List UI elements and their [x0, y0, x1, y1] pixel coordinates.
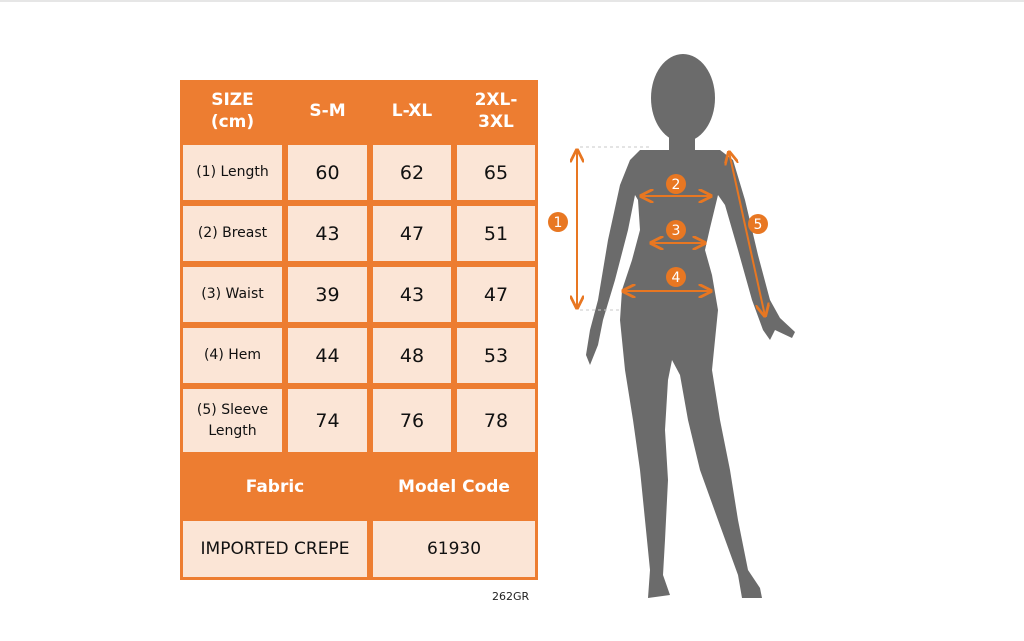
marker-badge — [666, 220, 686, 240]
marker-badge — [548, 212, 568, 232]
marker-badge — [666, 267, 686, 287]
table-cell: Fabric — [180, 455, 370, 518]
table-cell: 39 — [288, 267, 367, 322]
table-cell: 61930 — [373, 521, 535, 577]
cell-text: 78 — [483, 409, 509, 432]
cell-text: 60 — [315, 161, 340, 184]
table-cell: 65 — [457, 145, 535, 200]
table-cell: 44 — [288, 328, 367, 383]
cell-text: (3) Waist — [201, 286, 264, 302]
marker-label: 3 — [672, 223, 681, 239]
cell-text: IMPORTED CREPE — [200, 539, 350, 559]
cell-text: (4) Hem — [203, 347, 262, 363]
cell-text: 39 — [315, 283, 340, 306]
cell-text: 43 — [399, 283, 425, 306]
top-border — [0, 0, 1024, 2]
table-cell: 47 — [373, 206, 451, 261]
marker-badge — [748, 214, 768, 234]
marker-label: 2 — [672, 177, 681, 193]
table-cell: 78 — [457, 389, 535, 452]
table-cell: (5) Sleeve Length — [183, 389, 282, 452]
table-cell: 48 — [373, 328, 451, 383]
table-cell: 60 — [288, 145, 367, 200]
table-cell: (2) Breast — [183, 206, 282, 261]
cell-text: 65 — [483, 161, 509, 184]
table-cell: L-XL — [372, 80, 452, 142]
table-cell: 51 — [457, 206, 535, 261]
guide-lines — [580, 146, 652, 311]
table-cell: 76 — [373, 389, 451, 452]
table-cell: IMPORTED CREPE — [183, 521, 367, 577]
cell-text: (1) Length — [196, 164, 269, 180]
table-cell: 47 — [457, 267, 535, 322]
size-table: SIZE (cm) S-M L-XL 2XL-3XL (1) Length 60 62 65 (… — [180, 80, 538, 580]
cell-text: 76 — [399, 409, 425, 432]
cell-text: 44 — [315, 344, 340, 367]
cell-text: 53 — [483, 344, 509, 367]
table-cell: (4) Hem — [183, 328, 282, 383]
table-cell: S-M — [287, 80, 368, 142]
cell-text: 2XL-3XL — [474, 90, 518, 132]
head — [651, 54, 715, 142]
cell-text: Fabric — [245, 476, 305, 497]
table-cell: (3) Waist — [183, 267, 282, 322]
cell-text: 61930 — [426, 539, 482, 559]
marker-label: 1 — [554, 215, 563, 231]
marker-label: 5 — [754, 217, 763, 233]
cell-text: 62 — [399, 161, 425, 184]
cell-text: 74 — [315, 409, 340, 432]
marker-badge — [666, 174, 686, 194]
table-cell: 2XL-3XL — [456, 80, 536, 142]
table-cell: 43 — [373, 267, 451, 322]
table-cell: SIZE (cm) — [182, 80, 283, 142]
table-cell: 62 — [373, 145, 451, 200]
table-cell: 43 — [288, 206, 367, 261]
table-cell: 74 — [288, 389, 367, 452]
table-cell: (1) Length — [183, 145, 282, 200]
cell-text: (2) Breast — [197, 225, 268, 241]
arrows — [577, 150, 765, 316]
cell-text: Model Code — [398, 476, 510, 497]
cell-text: L-XL — [391, 101, 433, 121]
table-cell: 53 — [457, 328, 535, 383]
cell-text: 43 — [315, 222, 340, 245]
table-cell: Model Code — [370, 455, 538, 518]
cell-text: 47 — [483, 283, 509, 306]
cell-text: (5) Sleeve Length — [196, 401, 269, 439]
cell-text: 48 — [399, 344, 425, 367]
cell-text: 51 — [483, 222, 509, 245]
marker-label: 4 — [672, 270, 681, 286]
product-code: 262GR — [492, 590, 530, 603]
cell-text: 47 — [399, 222, 425, 245]
cell-text: S-M — [309, 101, 346, 121]
cell-text: SIZE (cm) — [210, 90, 255, 132]
